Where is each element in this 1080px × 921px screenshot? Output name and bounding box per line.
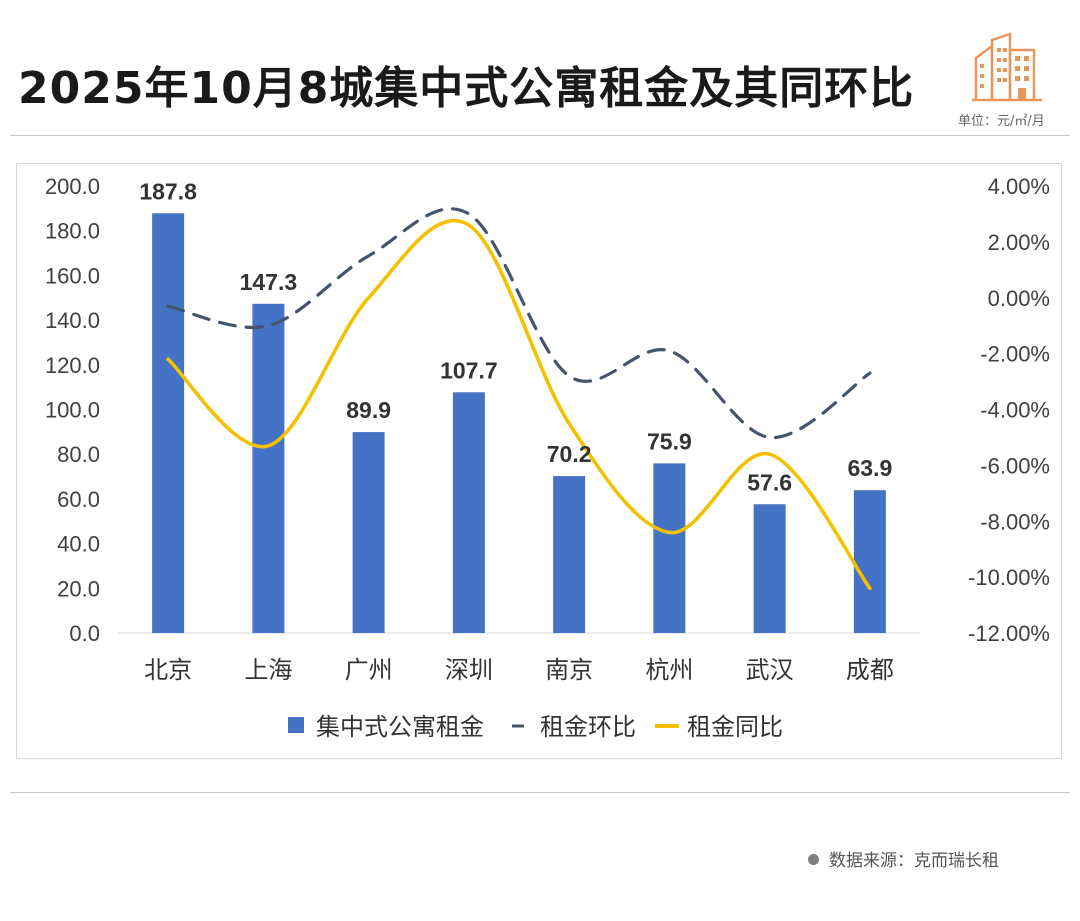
bar-data-label: 89.9 <box>346 397 391 423</box>
y-left-tick-label: 100.0 <box>45 398 100 423</box>
bar-data-label: 57.6 <box>747 469 792 495</box>
y-left-tick-label: 40.0 <box>57 532 100 557</box>
unit-label: 单位：元/㎡/月 <box>958 114 1045 129</box>
x-category-label: 广州 <box>345 657 393 684</box>
yoy-line-series <box>166 218 872 591</box>
y-left-tick-label: 60.0 <box>57 487 100 512</box>
x-category-label: 北京 <box>144 657 192 684</box>
y-left-tick-label: 120.0 <box>45 353 100 378</box>
y-left-tick-label: 140.0 <box>45 308 100 333</box>
bullet-dot-icon <box>808 854 819 865</box>
bar-rent-0 <box>152 213 185 633</box>
x-category-label: 杭州 <box>645 657 693 684</box>
bar-rent-2 <box>352 432 385 633</box>
y-left-tick-label: 80.0 <box>57 442 100 467</box>
bar-data-label: 63.9 <box>847 455 892 481</box>
y-right-tick-label: -8.00% <box>980 509 1050 534</box>
x-category-label: 深圳 <box>445 657 493 684</box>
header-divider <box>10 135 1070 136</box>
y-right-tick-label: -2.00% <box>980 342 1050 367</box>
building-logo-icon <box>972 32 1042 102</box>
legend-label: 租金环比 <box>540 714 636 741</box>
bar-data-label: 147.3 <box>240 269 298 295</box>
chart-frame <box>16 163 1062 759</box>
y-left-tick-label: 20.0 <box>57 576 100 601</box>
bar-data-label: 187.8 <box>139 178 197 204</box>
y-right-tick-label: 0.00% <box>988 286 1050 311</box>
x-category-label: 成都 <box>846 657 894 684</box>
y-right-tick-label: -4.00% <box>980 398 1050 423</box>
legend-label: 集中式公寓租金 <box>316 714 484 741</box>
bar-data-label: 70.2 <box>547 441 592 467</box>
y-right-tick-label: -12.00% <box>968 621 1050 646</box>
x-category-label: 上海 <box>244 657 292 684</box>
y-left-tick-label: 160.0 <box>45 263 100 288</box>
y-right-tick-label: -6.00% <box>980 453 1050 478</box>
y-left-tick-label: 180.0 <box>45 219 100 244</box>
data-source-text: 数据来源：克而瑞长租 <box>829 851 999 871</box>
page-title: 2025年10月8城集中式公寓租金及其同环比 <box>18 63 915 114</box>
bar-data-label: 107.7 <box>440 357 498 383</box>
x-category-label: 武汉 <box>746 657 794 684</box>
legend-swatch-bar <box>288 717 304 733</box>
footer-divider <box>10 792 1070 793</box>
bar-rent-6 <box>753 504 786 633</box>
y-right-tick-label: -10.00% <box>968 565 1050 590</box>
y-left-tick-label: 0.0 <box>69 621 100 646</box>
bar-rent-1 <box>252 303 285 633</box>
mom-line-series <box>166 207 872 440</box>
x-category-label: 南京 <box>545 657 593 684</box>
y-left-tick-label: 200.0 <box>45 174 100 199</box>
legend-label: 租金同比 <box>687 714 783 741</box>
chart: 0.0 20.0 40.0 60.0 80.0 100.0 120.0 140.0 160.0 1… <box>45 174 1050 741</box>
bar-rent-4 <box>553 476 586 633</box>
bar-data-label: 75.9 <box>647 428 692 454</box>
y-right-tick-label: 4.00% <box>988 174 1050 199</box>
bar-rent-7 <box>853 490 886 633</box>
bar-rent-3 <box>452 392 485 633</box>
bar-rent-5 <box>653 463 686 633</box>
y-right-tick-label: 2.00% <box>988 230 1050 255</box>
data-source: 数据来源：克而瑞长租 <box>808 846 999 871</box>
